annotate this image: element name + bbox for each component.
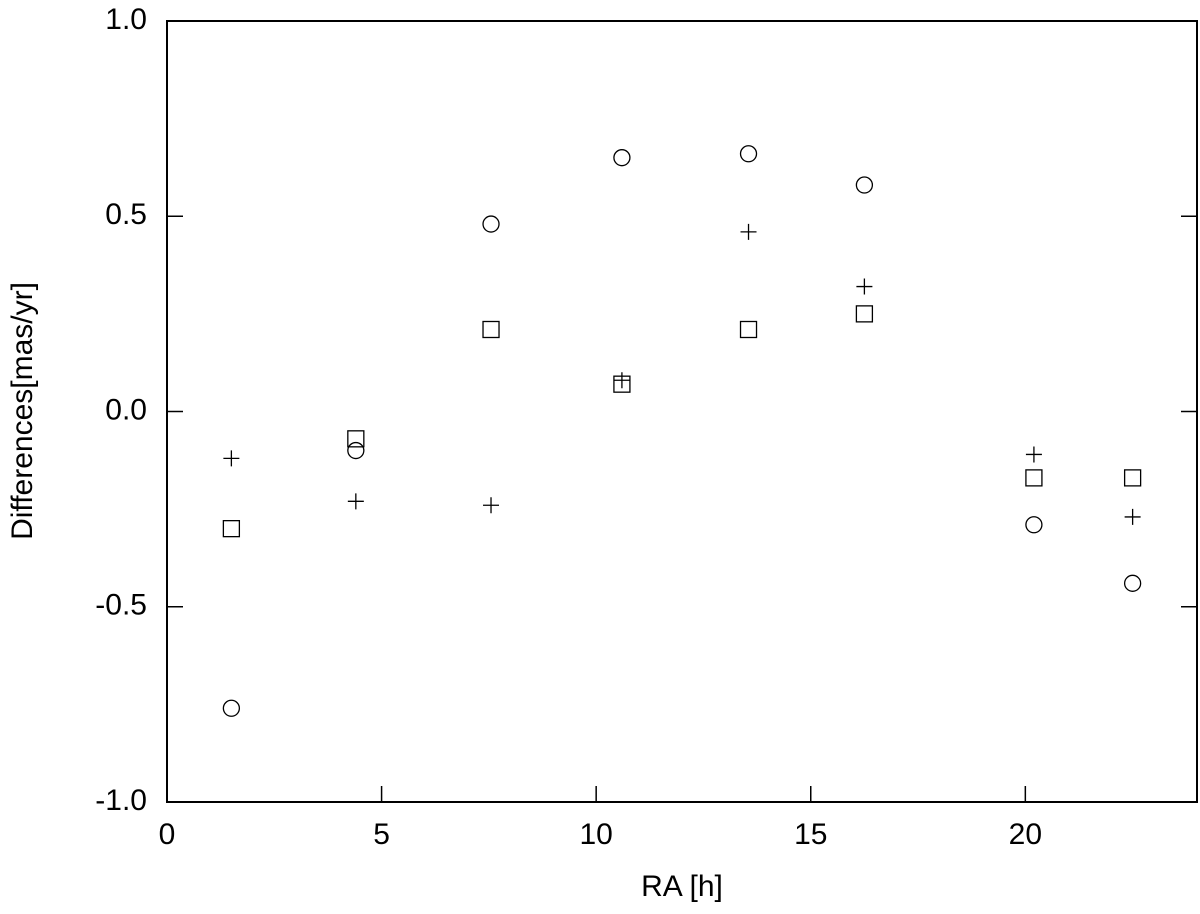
circle-point xyxy=(855,176,874,194)
x-tick-label: 20 xyxy=(1009,818,1042,851)
circle-point xyxy=(613,149,631,167)
x-tick-label: 10 xyxy=(579,818,612,851)
y-tick-label: 1.0 xyxy=(105,3,147,36)
x-axis-label: RA [h] xyxy=(641,870,723,903)
plus-point xyxy=(613,372,630,389)
circle-point xyxy=(1123,574,1142,592)
plot-frame xyxy=(166,20,1198,803)
square-point xyxy=(855,305,874,323)
plus-point xyxy=(347,493,364,510)
y-tick-label: -0.5 xyxy=(95,589,147,622)
plus-point xyxy=(1025,446,1042,463)
square-point xyxy=(347,430,365,448)
y-tick-label: -1.0 xyxy=(95,784,147,817)
circle-point xyxy=(739,145,758,163)
circle-point xyxy=(1025,516,1043,534)
x-tick-label: 0 xyxy=(159,818,176,851)
plus-point xyxy=(1124,508,1141,525)
square-point xyxy=(739,320,758,339)
x-tick-label: 15 xyxy=(794,818,827,851)
circle-point xyxy=(347,441,365,460)
plus-point xyxy=(223,450,240,467)
x-tick-label: 5 xyxy=(373,818,390,851)
circle-point xyxy=(222,699,241,717)
plus-point xyxy=(740,223,757,240)
square-point xyxy=(222,520,241,538)
y-tick-label: 0.0 xyxy=(105,393,147,426)
plus-point xyxy=(856,278,873,295)
y-axis-label: Differences[mas/yr] xyxy=(6,282,39,540)
square-point xyxy=(1123,469,1142,487)
square-point xyxy=(1025,469,1043,487)
y-tick-label: 0.5 xyxy=(105,198,147,231)
circle-point xyxy=(482,215,500,233)
square-point xyxy=(482,320,500,339)
plus-point xyxy=(483,497,500,514)
